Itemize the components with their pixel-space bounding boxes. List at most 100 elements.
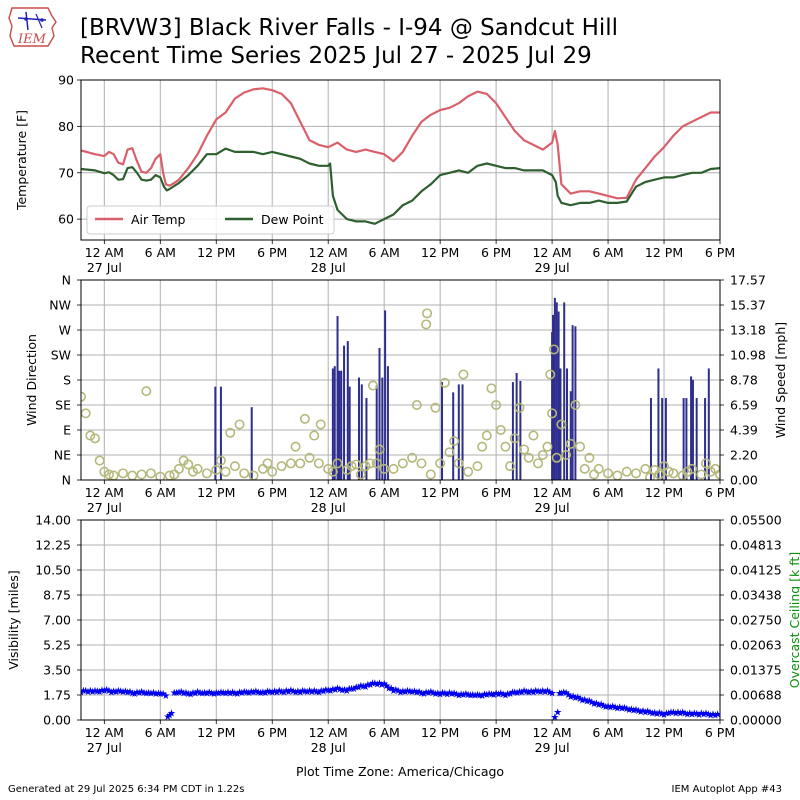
visibility-point: ★	[242, 687, 251, 698]
visibility-point: ★	[667, 707, 676, 718]
visibility-point: ★	[251, 686, 260, 697]
x-tick-label: 12 PM	[645, 485, 683, 500]
wind-speed-bar	[552, 314, 555, 480]
visibility-point: ★	[534, 687, 543, 698]
y-tick-label: NE	[54, 448, 71, 463]
wind-speed-bar	[649, 398, 652, 480]
x-date-label: 28 Jul	[311, 260, 346, 275]
chart-title-line2: Recent Time Series 2025 Jul 27 - 2025 Ju…	[80, 43, 592, 69]
visibility-point: ★	[426, 687, 435, 698]
visibility-point: ★	[184, 689, 193, 700]
wind-direction-point	[472, 461, 483, 472]
visibility-point: ★	[135, 688, 144, 699]
y2-tick-label: 0.04813	[730, 538, 782, 553]
wind-speed-bar	[378, 347, 381, 480]
wind-direction-point	[612, 470, 623, 480]
x-date-label: 27 Jul	[87, 500, 122, 515]
visibility-point: ★	[662, 708, 671, 719]
wind-direction-point	[173, 463, 184, 474]
wind-speed-bar	[664, 398, 667, 480]
legend-label: Dew Point	[261, 212, 324, 227]
wind-direction-point	[155, 471, 166, 480]
visibility-point: ★	[387, 684, 396, 695]
y2-tick-label: 15.37	[730, 298, 766, 313]
y2-axis-label: Overcast Ceiling [k ft]	[787, 552, 800, 688]
wind-direction-point	[201, 468, 212, 479]
wind-speed-bar	[685, 398, 688, 480]
visibility-point: ★	[79, 686, 88, 697]
visibility-point: ★	[282, 686, 291, 697]
visibility-point: ★	[312, 687, 321, 698]
visibility-point: ★	[553, 708, 562, 719]
wind-direction-point	[422, 308, 433, 319]
visibility-point: ★	[368, 678, 377, 689]
visibility-point: ★	[305, 686, 314, 697]
visibility-point: ★	[485, 689, 494, 700]
x-tick-label: 6 PM	[257, 485, 287, 500]
visibility-point: ★	[226, 688, 235, 699]
legend-label: Air Temp	[131, 212, 186, 227]
wind-direction-point	[220, 466, 231, 477]
y2-tick-label: 17.57	[730, 273, 766, 288]
visibility-point: ★	[132, 688, 141, 699]
wind-direction-point	[477, 441, 488, 452]
wind-direction-point	[103, 469, 114, 480]
visibility-point: ★	[531, 686, 540, 697]
visibility-point: ★	[356, 681, 365, 692]
visibility-point: ★	[594, 700, 603, 711]
visibility-point: ★	[419, 689, 428, 700]
visibility-point: ★	[165, 711, 174, 722]
visibility-point: ★	[475, 690, 484, 701]
visibility-point: ★	[230, 688, 239, 699]
visibility-point: ★	[695, 710, 704, 721]
wind-direction-point	[542, 441, 553, 452]
wind-direction-point	[257, 463, 268, 474]
x-tick-label: 6 PM	[705, 245, 735, 260]
wind-direction-point	[500, 441, 511, 452]
wind-direction-point	[696, 469, 707, 480]
visibility-point: ★	[482, 690, 491, 701]
visibility-point: ★	[429, 688, 438, 699]
visibility-point: ★	[116, 686, 125, 697]
wind-speed-bar	[563, 302, 566, 480]
visibility-point: ★	[216, 687, 225, 698]
wind-direction-point	[309, 430, 320, 441]
visibility-point: ★	[433, 688, 442, 699]
y-tick-label: 0.00	[43, 713, 71, 728]
visibility-point: ★	[438, 688, 447, 699]
visibility-point: ★	[674, 708, 683, 719]
visibility-point: ★	[382, 681, 391, 692]
visibility-point: ★	[566, 692, 575, 703]
wind-speed-bar	[457, 384, 460, 480]
visibility-point: ★	[263, 687, 272, 698]
visibility-point: ★	[84, 687, 93, 698]
x-tick-label: 6 AM	[145, 725, 176, 740]
visibility-point: ★	[118, 687, 127, 698]
x-tick-label: 12 AM	[309, 245, 348, 260]
wind-direction-point	[141, 386, 152, 397]
y-tick-label: N	[62, 473, 71, 488]
wind-direction-point	[315, 419, 326, 430]
visibility-point: ★	[345, 684, 354, 695]
x-tick-label: 12 AM	[532, 245, 571, 260]
x-tick-label: 6 PM	[481, 725, 511, 740]
visibility-point: ★	[480, 690, 489, 701]
visibility-point: ★	[100, 686, 109, 697]
visibility-point: ★	[151, 689, 160, 700]
x-tick-label: 12 PM	[197, 245, 235, 260]
visibility-point: ★	[601, 702, 610, 713]
x-tick-label: 12 AM	[309, 725, 348, 740]
visibility-point: ★	[237, 688, 246, 699]
visibility-point: ★	[636, 707, 645, 718]
visibility-point: ★	[622, 704, 631, 715]
visibility-point: ★	[632, 705, 641, 716]
visibility-point: ★	[562, 688, 571, 699]
wind-direction-point	[225, 427, 236, 438]
visibility-point: ★	[627, 704, 636, 715]
wind-speed-bar	[386, 366, 389, 480]
visibility-point: ★	[634, 706, 643, 717]
visibility-point: ★	[403, 686, 412, 697]
plot-frame	[80, 279, 721, 481]
x-tick-label: 12 AM	[309, 485, 348, 500]
visibility-point: ★	[205, 688, 214, 699]
